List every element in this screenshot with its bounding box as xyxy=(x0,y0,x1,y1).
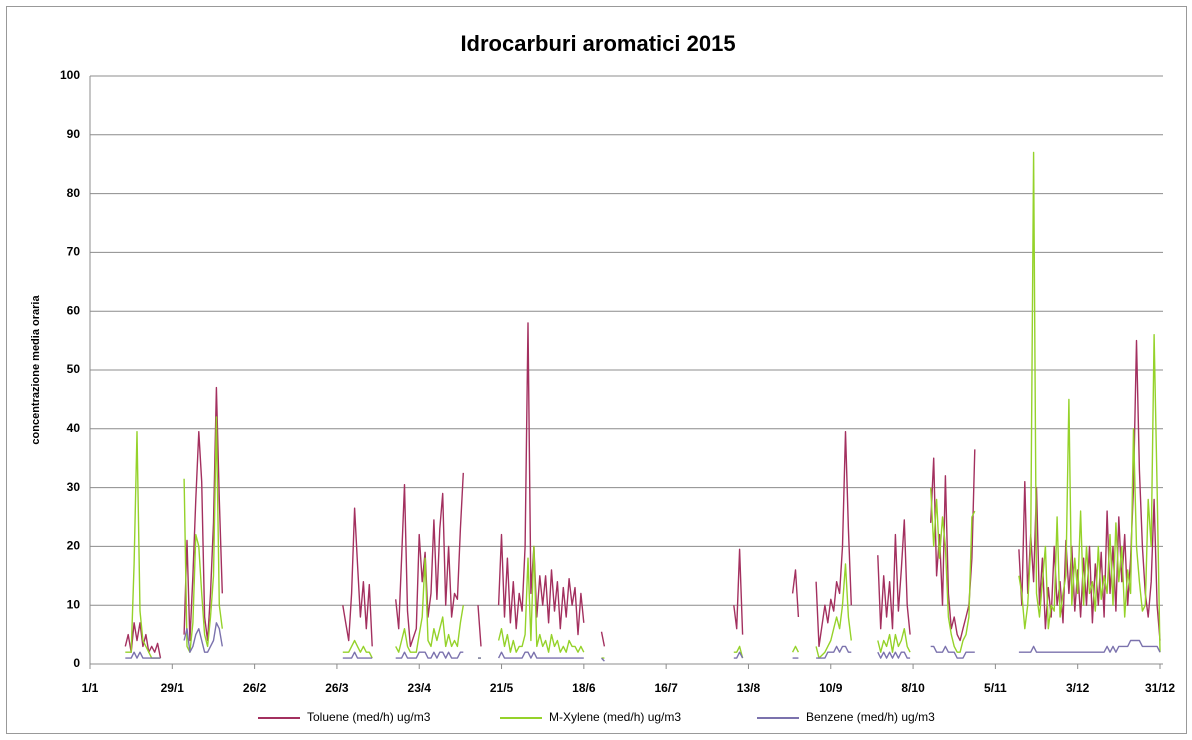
x-tick-label: 8/10 xyxy=(901,681,925,695)
x-tick-label: 21/5 xyxy=(490,681,514,695)
x-tick-label: 10/9 xyxy=(819,681,843,695)
x-tick-label: 31/12 xyxy=(1145,681,1175,695)
chart-title: Idrocarburi aromatici 2015 xyxy=(460,31,735,56)
x-tick-label: 16/7 xyxy=(654,681,678,695)
series-line xyxy=(124,322,1161,659)
x-tick-label: 1/1 xyxy=(82,681,99,695)
y-tick-label: 90 xyxy=(67,127,81,141)
legend-label: M-Xylene (med/h) ug/m3 xyxy=(549,710,681,724)
x-tick-label: 26/3 xyxy=(325,681,349,695)
y-tick-label: 20 xyxy=(67,539,81,553)
y-tick-label: 40 xyxy=(67,421,81,435)
y-tick-label: 100 xyxy=(60,68,80,82)
x-tick-label: 13/8 xyxy=(737,681,761,695)
y-tick-label: 0 xyxy=(73,656,80,670)
x-tick-label: 26/2 xyxy=(243,681,267,695)
x-tick-label: 18/6 xyxy=(572,681,596,695)
series-line xyxy=(125,622,1161,662)
legend-label: Toluene (med/h) ug/m3 xyxy=(307,710,431,724)
y-tick-label: 70 xyxy=(67,245,81,259)
y-tick-label: 50 xyxy=(67,362,81,376)
y-tick-label: 60 xyxy=(67,303,81,317)
x-tick-label: 23/4 xyxy=(408,681,432,695)
y-tick-label: 30 xyxy=(67,480,81,494)
x-tick-label: 3/12 xyxy=(1066,681,1090,695)
y-tick-label: 80 xyxy=(67,186,81,200)
x-tick-label: 29/1 xyxy=(161,681,185,695)
x-tick-label: 5/11 xyxy=(984,681,1007,695)
y-tick-label: 10 xyxy=(67,597,81,611)
legend-label: Benzene (med/h) ug/m3 xyxy=(806,710,935,724)
y-axis-label: concentrazione media oraria xyxy=(30,295,42,445)
